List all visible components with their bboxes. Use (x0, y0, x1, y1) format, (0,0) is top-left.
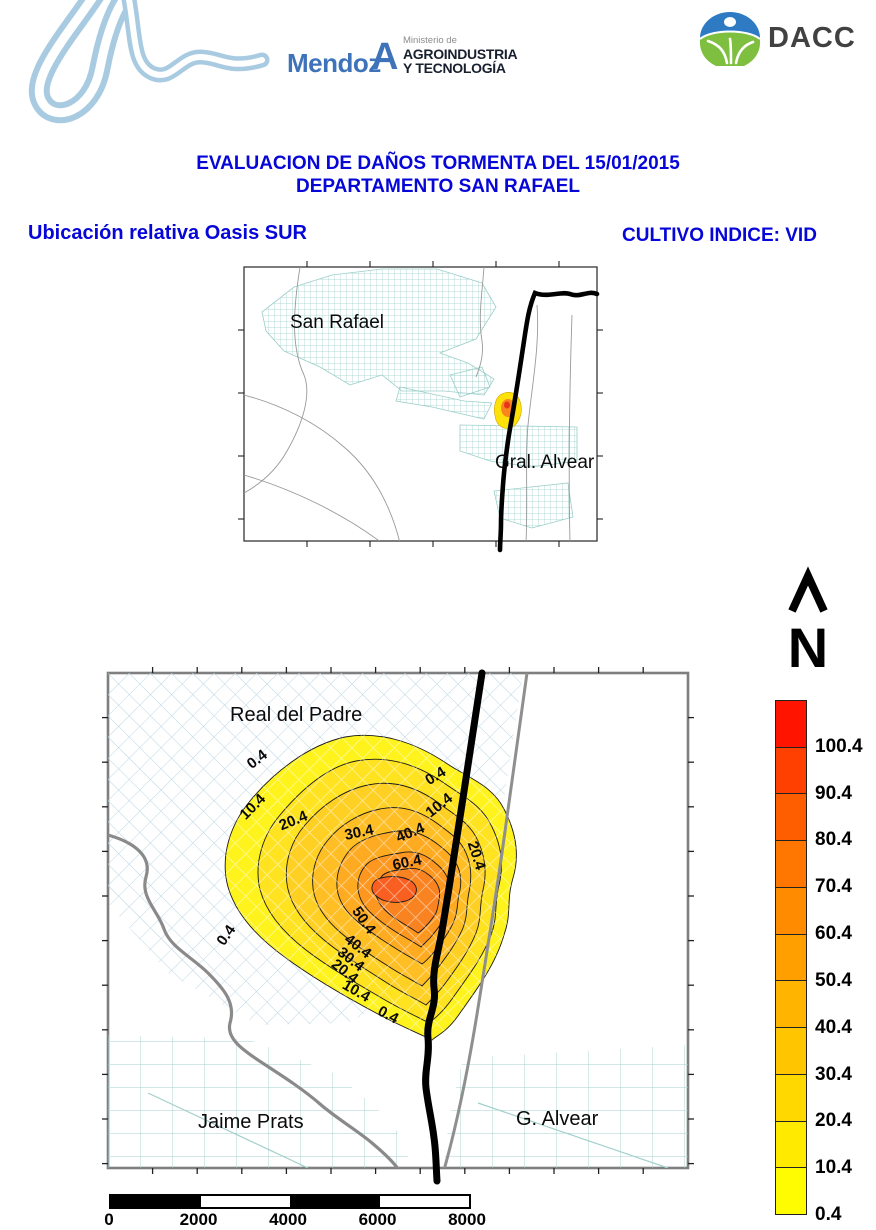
colorbar-segment (775, 1120, 807, 1169)
colorbar-segment (775, 746, 807, 795)
dacc-label: DACC (768, 22, 856, 54)
page-title: EVALUACION DE DAÑOS TORMENTA DEL 15/01/2… (0, 152, 876, 198)
mendoza-wordmark: Mendoz (287, 48, 381, 78)
colorbar-segment (775, 1027, 807, 1075)
ministry-prefix: Ministerio de (403, 35, 457, 46)
ministry-line1: AGROINDUSTRIA (403, 45, 518, 62)
contour-value-label: 30.4 (343, 821, 376, 844)
locator-parcels (261, 268, 578, 529)
main-map: 0.40.410.4 20.4 30.410.440.420.460.450.440… (102, 667, 694, 1185)
colorbar-value: 20.4 (815, 1110, 852, 1132)
title-line1: EVALUACION DE DAÑOS TORMENTA DEL 15/01/2… (196, 153, 680, 174)
scale-bar-value: 2000 (179, 1210, 218, 1229)
scale-bar-segment (290, 1196, 380, 1207)
mendoza-ribbon-logo-icon (28, 0, 270, 124)
colorbar-segment (775, 1167, 807, 1216)
colorbar-value: 50.4 (815, 969, 852, 991)
ministry-line2: Y TECNOLOGÍA (403, 59, 506, 76)
ministry-text: Ministerio de AGROINDUSTRIA Y TECNOLOGÍA (403, 35, 518, 76)
colorbar-segment (775, 933, 807, 982)
colorbar-value: 80.4 (815, 829, 852, 851)
title-line2: DEPARTAMENTO SAN RAFAEL (296, 176, 580, 197)
north-arrow-letter: N (788, 616, 828, 675)
colorbar-segment (775, 886, 807, 935)
label-real-del-padre: Real del Padre (230, 704, 362, 726)
colorbar-value: 70.4 (815, 876, 852, 898)
colorbar-segment (775, 1073, 807, 1122)
scale-bar-value: 0 (104, 1210, 114, 1229)
locator-map-ticks (238, 261, 603, 547)
colorbar-segment (775, 700, 807, 748)
colorbar (775, 700, 807, 1216)
colorbar-segment (775, 793, 807, 842)
scale-bar-segment (200, 1196, 290, 1207)
colorbar-value: 10.4 (815, 1157, 852, 1179)
main-route-line (422, 669, 486, 1185)
contour-value-label: 60.4 (391, 851, 424, 874)
ministry-logo: Mendoz A Ministerio de AGROINDUSTRIA Y T… (287, 30, 547, 86)
colorbar-segment (775, 840, 807, 888)
colorbar-segment (775, 980, 807, 1029)
locator-boundaries (244, 267, 573, 541)
colorbar-value: 100.4 (815, 735, 863, 757)
dacc-logo-icon (699, 12, 761, 66)
label-gral-alvear: Gral. Alvear (495, 452, 595, 473)
label-san-rafael: San Rafael (290, 312, 384, 333)
mendoza-wordmark-a: A (371, 36, 399, 78)
scale-bar-labels: 0 2000 4000 6000 8000 (104, 1210, 509, 1230)
scale-bar-value: 6000 (358, 1210, 397, 1229)
scale-bar (109, 1194, 471, 1209)
scale-bar-value: 4000 (269, 1210, 307, 1229)
colorbar-labels: 100.4 90.4 80.4 70.4 60.4 50.4 40.4 30.4 20.4 10.… (815, 700, 876, 1225)
scale-bar-value: 8000 (448, 1210, 486, 1229)
main-map-ticks (102, 667, 694, 1174)
colorbar-value: 60.4 (815, 923, 852, 945)
scale-bar-segment (111, 1196, 201, 1207)
parcels-jaime-prats (108, 1035, 413, 1168)
parcels-g-alvear (443, 1045, 688, 1168)
colorbar-value: 90.4 (815, 782, 852, 804)
label-jaime-prats: Jaime Prats (198, 1111, 304, 1133)
department-boundary-line (442, 673, 529, 1168)
colorbar-value: 30.4 (815, 1063, 852, 1085)
subtitle-left: Ubicación relativa Oasis SUR (28, 222, 308, 244)
label-g-alvear: G. Alvear (516, 1108, 599, 1130)
river-line (108, 833, 400, 1168)
subtitle-right: CULTIVO INDICE: VID (622, 225, 817, 246)
locator-map: San Rafael Gral. Alvear (238, 261, 603, 553)
north-arrow-icon: N (788, 566, 828, 675)
colorbar-value: 40.4 (815, 1016, 852, 1038)
colorbar-value: 0.4 (815, 1204, 842, 1225)
scale-bar-segment (379, 1196, 469, 1207)
locator-route-line (497, 290, 600, 553)
